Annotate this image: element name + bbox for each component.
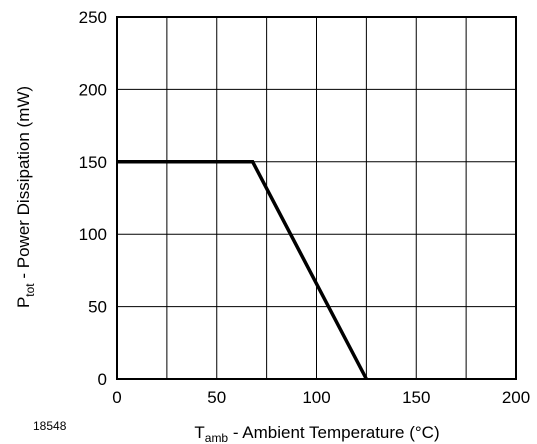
x-tick-labels: 0 50 100 150 200 xyxy=(112,388,530,407)
x-tick-label: 50 xyxy=(207,388,226,407)
x-tick-label: 200 xyxy=(502,388,530,407)
figure-number: 18548 xyxy=(33,419,67,433)
x-tick-label: 0 xyxy=(112,388,121,407)
x-tick-label: 100 xyxy=(302,388,330,407)
x-axis-label: Tamb - Ambient Temperature (°C) xyxy=(194,423,439,444)
y-tick-label: 250 xyxy=(79,8,107,27)
y-tick-label: 100 xyxy=(79,225,107,244)
y-tick-label: 150 xyxy=(79,153,107,172)
y-tick-label: 0 xyxy=(98,370,107,389)
series-layer xyxy=(117,160,368,380)
series-line-0 xyxy=(117,160,368,380)
y-tick-label: 200 xyxy=(79,80,107,99)
grid-lines xyxy=(116,16,517,380)
x-tick-label: 150 xyxy=(402,388,430,407)
y-tick-label: 50 xyxy=(88,298,107,317)
y-axis-label: Ptot - Power Dissipation (mW) xyxy=(14,86,37,308)
y-tick-labels: 0 50 100 150 200 250 xyxy=(79,8,107,389)
plot-frame xyxy=(116,16,517,380)
